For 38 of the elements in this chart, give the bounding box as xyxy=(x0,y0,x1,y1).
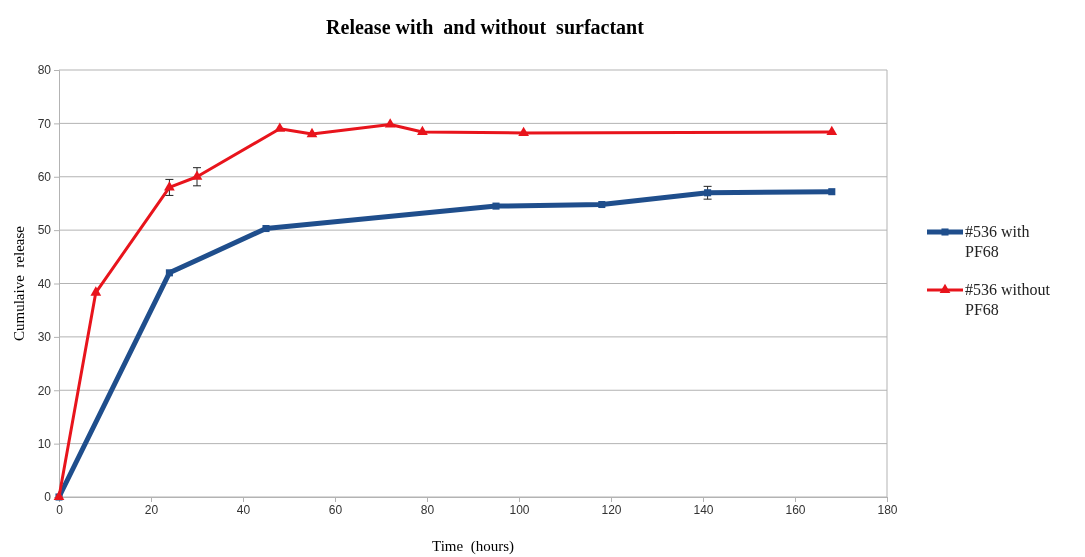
y-tick-label: 80 xyxy=(37,63,52,78)
point xyxy=(417,125,428,136)
legend-label: #536 without PF68 xyxy=(965,281,1051,318)
point xyxy=(306,127,318,138)
x-tick-label: 160 xyxy=(785,502,806,517)
chart-title: Release with and without surfactant xyxy=(326,16,645,38)
y-axis-title: Cumulaive release xyxy=(11,225,27,341)
x-tick-label: 0 xyxy=(56,502,64,517)
y-tick-label: 40 xyxy=(37,276,52,291)
point xyxy=(518,126,529,137)
y-tick-label: 60 xyxy=(37,170,52,185)
x-tick-label: 180 xyxy=(877,502,898,517)
point xyxy=(828,188,836,196)
point xyxy=(598,200,606,209)
x-tick-label: 20 xyxy=(144,502,159,517)
point xyxy=(164,181,175,191)
y-tick-label: 20 xyxy=(37,383,52,398)
x-tick-label: 120 xyxy=(601,502,622,517)
y-tick-label: 70 xyxy=(37,116,52,131)
y-tick-label: 10 xyxy=(37,436,52,451)
x-tick-label: 60 xyxy=(328,502,343,517)
y-tick-label: 30 xyxy=(37,330,52,345)
legend-label: #536 with PF68 xyxy=(965,223,1030,260)
point xyxy=(262,224,270,233)
point xyxy=(384,118,396,128)
point xyxy=(704,189,712,197)
point xyxy=(90,286,102,296)
x-tick-label: 140 xyxy=(693,502,714,517)
point xyxy=(274,122,286,132)
point xyxy=(492,202,500,210)
point xyxy=(165,269,173,277)
point xyxy=(826,125,838,136)
x-tick-label: 80 xyxy=(420,502,435,517)
x-tick-label: 40 xyxy=(236,502,251,517)
x-tick-label: 100 xyxy=(509,502,530,517)
y-tick-label: 0 xyxy=(44,490,52,505)
y-tick-label: 50 xyxy=(37,223,52,238)
x-axis-title: Time (hours) xyxy=(432,538,514,555)
